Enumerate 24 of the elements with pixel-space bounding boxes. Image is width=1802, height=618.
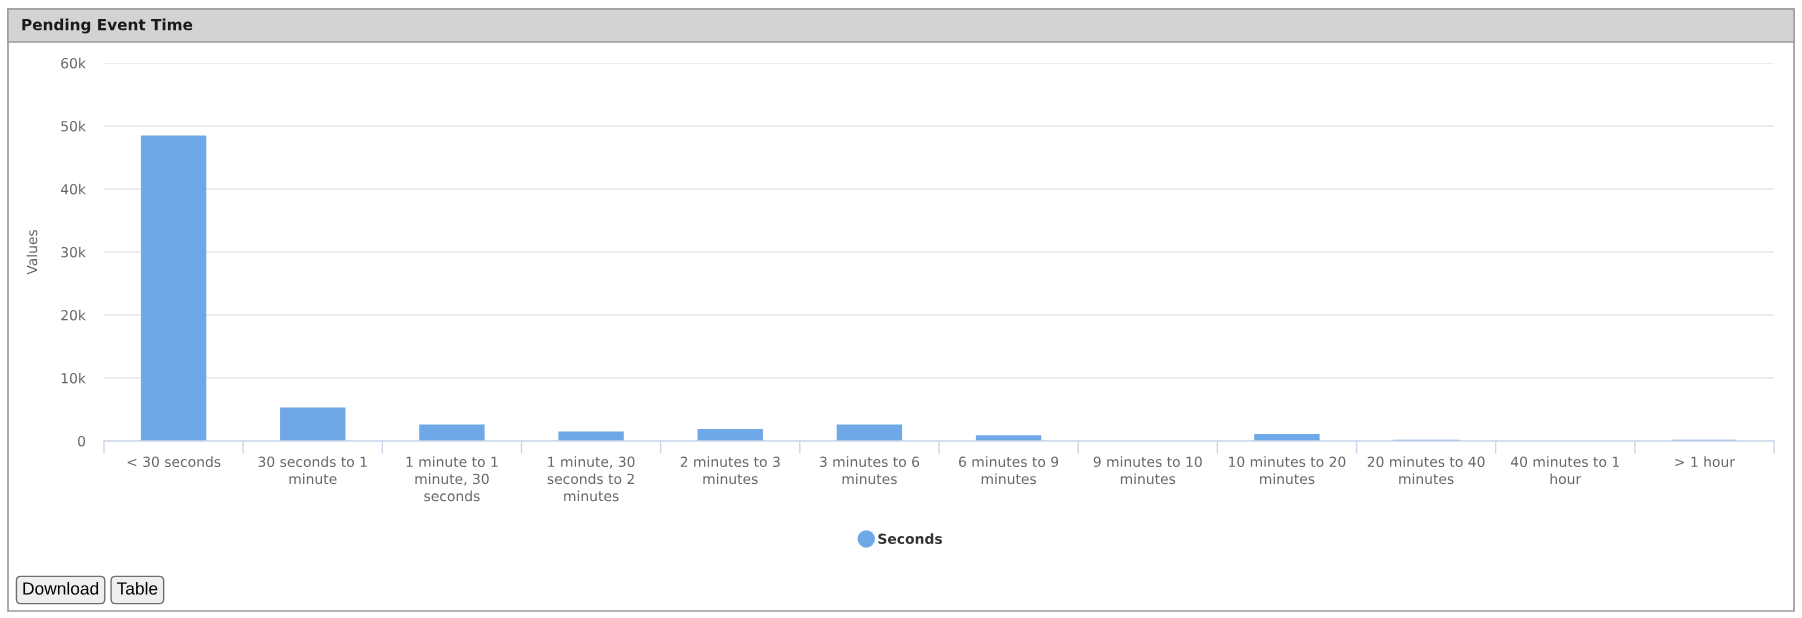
y-tick-label: 40k: [60, 183, 86, 195]
x-tick-label: 9 minutes to 10 minutes: [1093, 456, 1202, 485]
text: Table: [117, 581, 158, 595]
y-tick-label: 10k: [61, 372, 86, 384]
y-tick-label: 50k: [61, 120, 86, 132]
x-tick-label: 40 minutes to 1 hour: [1510, 456, 1619, 485]
y-tick-label: 0: [78, 435, 86, 447]
y-tick-label: 60k: [61, 57, 86, 69]
x-tick-label: 1 minute to 1 minute, 30 seconds: [406, 456, 498, 502]
y-tick-label: 20k: [61, 309, 86, 321]
x-tick-label: 1 minute, 30 seconds to 2 minutes: [547, 456, 635, 502]
legend-label: Seconds: [878, 533, 943, 545]
text: Download: [23, 581, 99, 595]
x-tick-label: 2 minutes to 3 minutes: [680, 456, 780, 485]
x-tick-label: < 30 seconds: [127, 456, 221, 468]
x-tick-label: 10 minutes to 20 minutes: [1229, 456, 1346, 485]
y-tick-label: 30k: [61, 246, 86, 258]
x-tick-label: 3 minutes to 6 minutes: [819, 456, 920, 485]
x-tick-label: > 1 hour: [1675, 456, 1735, 468]
x-tick-label: 20 minutes to 40 minutes: [1367, 456, 1485, 485]
x-tick-label: 6 minutes to 9 minutes: [959, 456, 1059, 485]
chart-title: Pending Event Time: [22, 18, 193, 34]
x-tick-label: 30 seconds to 1 minute: [258, 456, 367, 485]
y-axis-title: Values: [26, 229, 38, 275]
